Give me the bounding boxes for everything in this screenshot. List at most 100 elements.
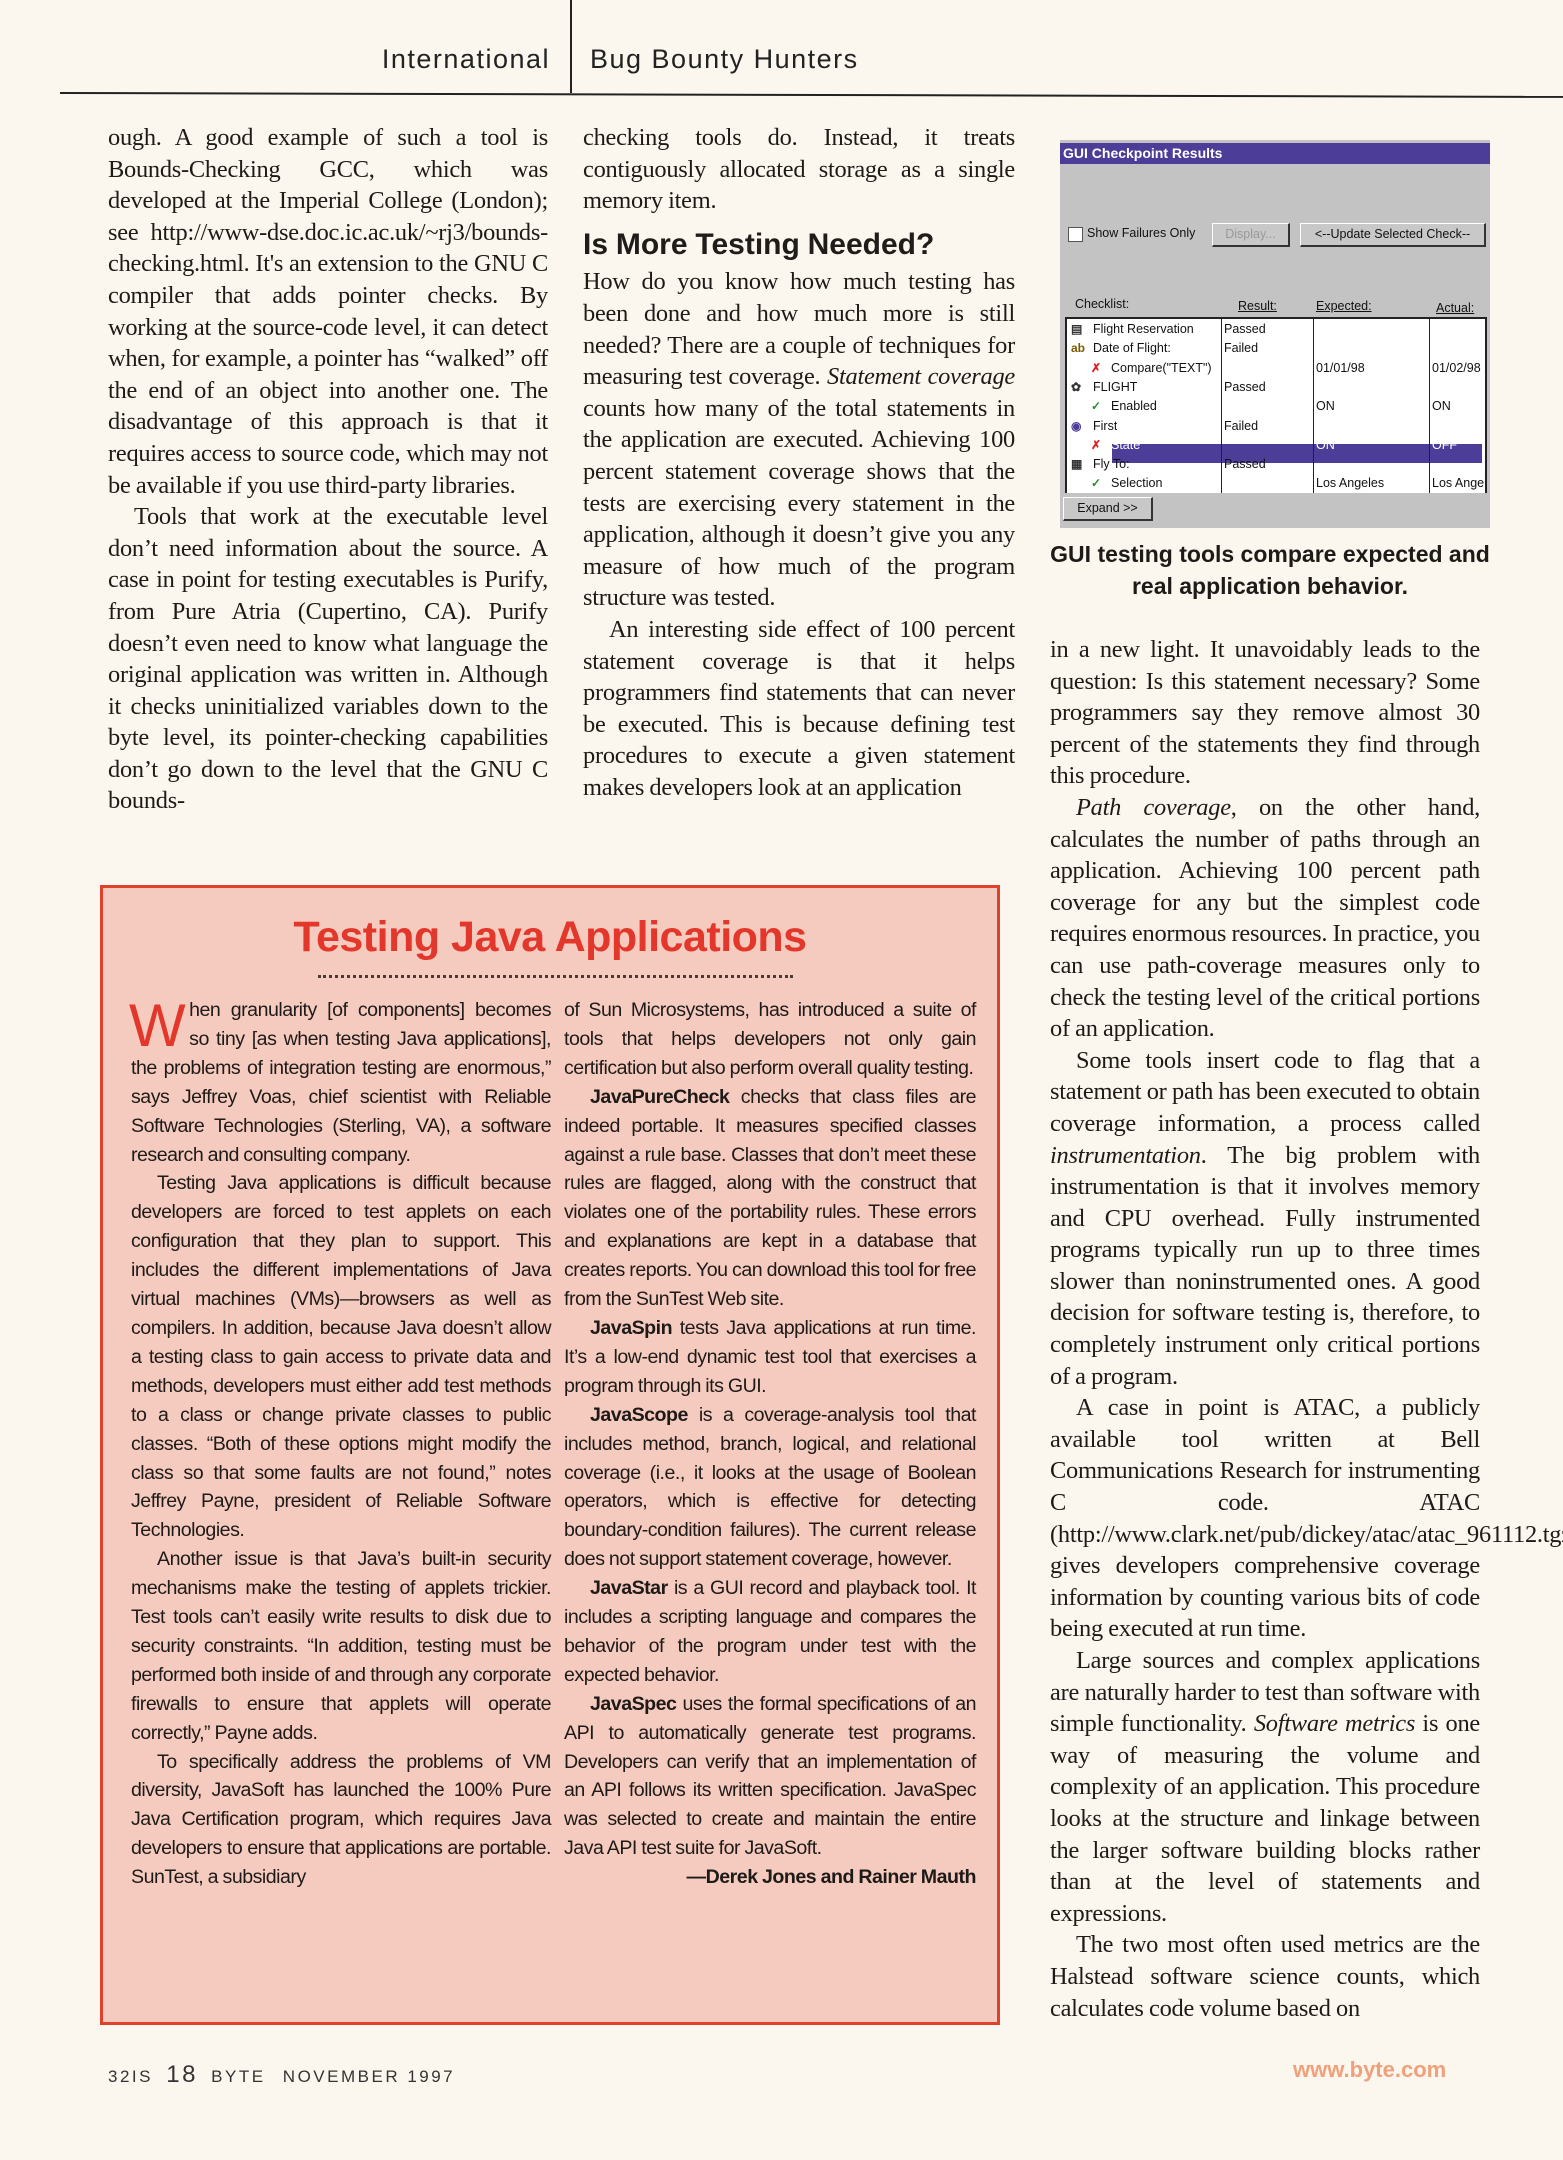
paragraph: of Sun Microsystems, has introduced a su… xyxy=(564,999,977,1079)
article-title: Bug Bounty Hunters xyxy=(590,44,859,74)
window-icon: ▤ xyxy=(1071,322,1083,336)
display-button[interactable]: Display... xyxy=(1212,223,1290,247)
checklist-item: Date of Flight: xyxy=(1093,341,1171,356)
term: Path coverage xyxy=(1076,793,1231,821)
column-1: ough. A good example of such a tool is B… xyxy=(108,122,548,817)
tool-description: is a coverage-analysis tool that include… xyxy=(564,1403,977,1571)
issue-date: NOVEMBER 1997 xyxy=(282,2067,456,2086)
paragraph: ough. A good example of such a tool is B… xyxy=(108,124,548,499)
cross-icon: ✗ xyxy=(1091,360,1102,375)
magazine-name: BYTE xyxy=(211,2067,266,2086)
selected-row-highlight xyxy=(1112,444,1482,463)
result-cell: Passed xyxy=(1224,379,1266,394)
header-divider xyxy=(570,0,572,93)
paragraph: Another issue is that Java’s built-in se… xyxy=(131,1548,552,1744)
text: hen granularity [of components] becomes … xyxy=(131,999,552,1166)
checklist-item: Fly To: xyxy=(1093,457,1130,472)
column-divider xyxy=(1221,319,1222,493)
tool-paragraph: JavaPureCheck checks that class files ar… xyxy=(564,1083,977,1314)
column-header-checklist: Checklist: xyxy=(1075,297,1130,311)
paragraph: Path coverage, on the other hand, calcul… xyxy=(1050,792,1480,1045)
paragraph: To specifically address the problems of … xyxy=(131,1750,552,1889)
update-selected-check-button[interactable]: <--Update Selected Check-- xyxy=(1300,223,1486,247)
actual-cell: OFF xyxy=(1432,437,1457,452)
byline: —Derek Jones and Rainer Mauth xyxy=(686,1866,977,1889)
paragraph: A case in point is ATAC, a publicly avai… xyxy=(1050,1394,1563,1643)
paragraph: Tools that work at the executable level … xyxy=(108,503,548,815)
result-cell: Passed xyxy=(1224,322,1266,336)
tool-paragraph: JavaSpin tests Java applications at run … xyxy=(564,1314,977,1401)
column-header-actual: Actual: xyxy=(1436,301,1475,315)
show-failures-checkbox[interactable] xyxy=(1068,227,1083,242)
tool-name: JavaSpec xyxy=(590,1692,677,1715)
paragraph: The two most often used metrics are the … xyxy=(1050,1931,1480,2022)
checklist-item: Selection xyxy=(1111,476,1163,491)
page-number: 18 xyxy=(166,2061,198,2088)
actual-cell: ON xyxy=(1432,399,1451,414)
footer-folio: 32IS 18 BYTE NOVEMBER 1997 xyxy=(108,2061,455,2089)
header-rule xyxy=(59,92,1563,98)
paragraph: checking tools do. Instead, it treats co… xyxy=(583,124,1015,215)
paragraph: in a new light. It unavoidably leads to … xyxy=(1050,636,1480,790)
tool-description: is a GUI record and playback tool. It in… xyxy=(564,1577,977,1686)
text: . The big problem with instrumentation i… xyxy=(1050,1141,1480,1390)
result-cell: Failed xyxy=(1224,418,1259,433)
paragraph: An interesting side effect of 100 percen… xyxy=(583,615,1015,801)
paragraph: Some tools insert code to flag that a st… xyxy=(1050,1045,1480,1393)
term: Software metrics xyxy=(1253,1710,1416,1738)
expected-cell: ON xyxy=(1316,399,1335,414)
text: , on the other hand, calculates the numb… xyxy=(1050,793,1480,1043)
tool-name: JavaScope xyxy=(590,1403,688,1426)
column-header-result: Result: xyxy=(1238,299,1277,313)
checklist-table: ▤ Flight Reservation Passed ab Date of Fligh… xyxy=(1065,317,1487,493)
expected-cell: Los Angeles xyxy=(1316,476,1385,491)
term: instrumentation xyxy=(1050,1141,1201,1169)
column-divider xyxy=(1313,319,1314,493)
expand-button[interactable]: Expand >> xyxy=(1063,497,1153,521)
section-label: International xyxy=(381,44,550,74)
tool-description: checks that class files are indeed porta… xyxy=(564,1085,977,1311)
tool-name: JavaSpin xyxy=(590,1316,673,1339)
column-2: checking tools do. Instead, it treats co… xyxy=(583,122,1015,803)
tool-name: JavaPureCheck xyxy=(590,1085,730,1108)
dotted-rule xyxy=(318,975,793,978)
button-icon: ✿ xyxy=(1071,379,1082,394)
actual-cell: 01/02/98 xyxy=(1432,360,1481,375)
sidebar-column-right: of Sun Microsystems, has introduced a su… xyxy=(564,996,977,1892)
text: Large sources and complex applications a… xyxy=(1050,1647,1480,1738)
paragraph: Large sources and complex applications a… xyxy=(1050,1645,1480,1929)
gui-checkpoint-window: GUI Checkpoint Results Show Failures Onl… xyxy=(1060,140,1490,528)
result-cell: Passed xyxy=(1224,457,1266,472)
column-divider xyxy=(1429,319,1430,493)
radio-icon: ◉ xyxy=(1071,418,1082,433)
website-url[interactable]: www.byte.com xyxy=(1293,2057,1447,2082)
paragraph: Testing Java applications is difficult b… xyxy=(131,1172,552,1542)
window-title-bar: GUI Checkpoint Results xyxy=(1060,143,1490,164)
edit-field-icon: ab xyxy=(1071,341,1086,356)
expected-cell: 01/01/98 xyxy=(1316,360,1365,375)
sidebar-title: Testing Java Applications xyxy=(293,913,807,961)
show-failures-label: Show Failures Only xyxy=(1087,226,1196,240)
check-icon: ✓ xyxy=(1091,476,1102,491)
expected-cell: ON xyxy=(1316,437,1335,452)
checklist-item: Compare("TEXT") xyxy=(1111,360,1212,375)
checklist-item: State xyxy=(1111,437,1141,452)
column-header-expected: Expected: xyxy=(1316,299,1372,313)
text: counts how many of the total statements … xyxy=(583,394,1015,612)
figure-caption: GUI testing tools compare expected and r… xyxy=(1050,541,1490,599)
actual-cell: Los Angel xyxy=(1432,476,1487,491)
cross-icon: ✗ xyxy=(1091,437,1102,452)
column-3: in a new light. It unavoidably leads to … xyxy=(1050,634,1563,2024)
page-code: 32IS xyxy=(108,2067,153,2086)
tool-paragraph: JavaStar is a GUI record and playback to… xyxy=(564,1574,977,1690)
check-icon: ✓ xyxy=(1091,399,1102,414)
term: Statement coverage xyxy=(827,363,1015,391)
checklist-item: First xyxy=(1093,418,1118,433)
checklist-item: Enabled xyxy=(1111,399,1157,414)
checklist-item: FLIGHT xyxy=(1093,379,1138,394)
list-icon: ▦ xyxy=(1071,457,1083,472)
tool-description: uses the formal specifications of an API… xyxy=(564,1692,977,1860)
